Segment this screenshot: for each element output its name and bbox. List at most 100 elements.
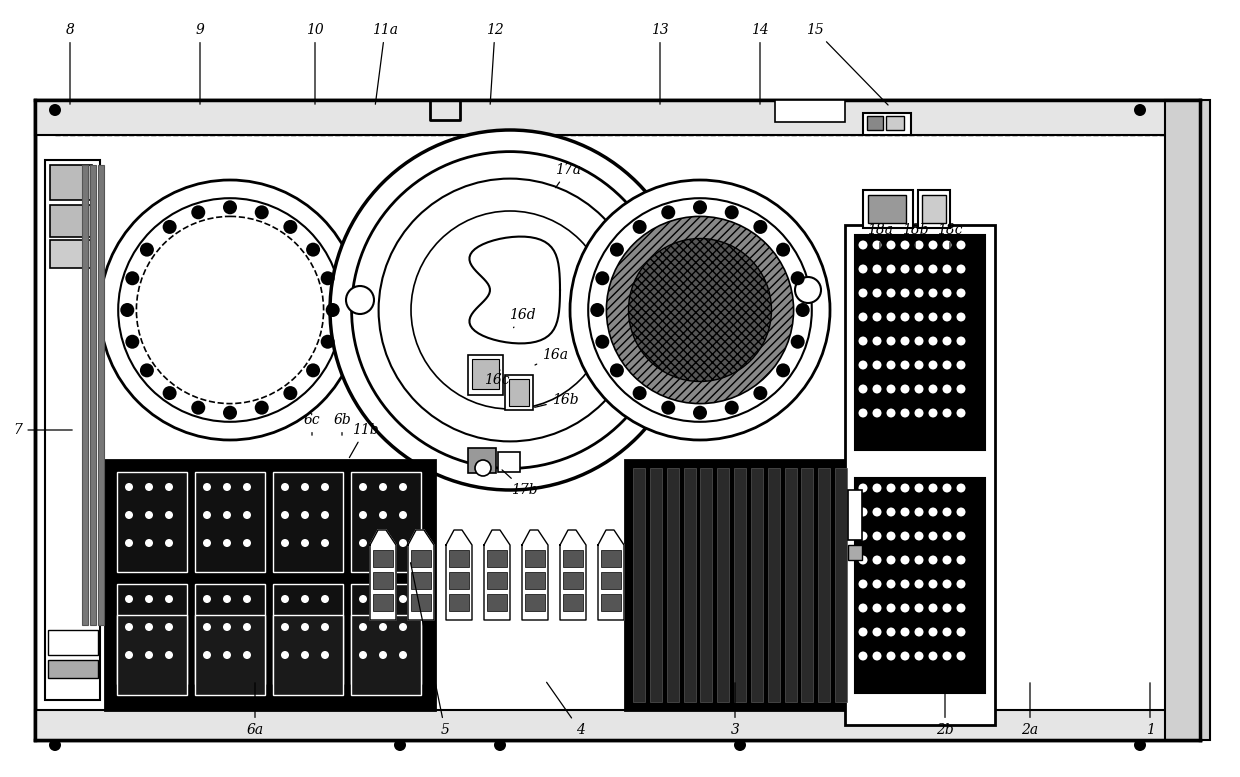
Circle shape [693,200,707,214]
Circle shape [125,483,133,491]
Circle shape [887,628,895,636]
Text: 9: 9 [196,23,205,104]
Circle shape [929,336,937,346]
Circle shape [956,651,966,660]
Circle shape [900,288,909,298]
Circle shape [915,241,924,249]
Circle shape [942,336,951,346]
Circle shape [321,623,329,631]
Circle shape [145,511,153,519]
Circle shape [900,312,909,322]
Circle shape [223,539,231,547]
Bar [117,615,187,695]
Circle shape [956,385,966,393]
Circle shape [900,507,909,517]
Circle shape [929,651,937,660]
Bar [856,235,985,450]
Text: 18a: 18a [867,223,893,253]
Circle shape [306,242,320,256]
Circle shape [900,531,909,541]
Bar [818,468,831,702]
Circle shape [145,483,153,491]
Circle shape [887,507,895,517]
Circle shape [284,386,298,400]
Circle shape [136,217,324,403]
Bar [701,468,713,702]
Circle shape [873,361,882,370]
Bar [785,468,796,702]
Circle shape [629,239,771,382]
Circle shape [100,180,360,440]
Circle shape [929,241,937,249]
Bar [91,165,95,625]
Circle shape [915,556,924,565]
Circle shape [858,241,868,249]
Bar [50,165,92,200]
Text: 6c: 6c [304,413,320,435]
Text: 10: 10 [306,23,324,104]
Circle shape [956,628,966,636]
Circle shape [956,264,966,274]
Circle shape [915,651,924,660]
Circle shape [900,604,909,612]
Circle shape [929,556,937,565]
Bar [35,710,1200,740]
Circle shape [873,507,882,517]
Circle shape [203,539,211,547]
Circle shape [915,604,924,612]
Circle shape [378,179,641,441]
Bar [410,594,432,611]
Circle shape [399,511,407,519]
Circle shape [887,361,895,370]
Circle shape [243,483,250,491]
Circle shape [791,271,805,285]
Circle shape [301,623,309,631]
Circle shape [900,361,909,370]
Circle shape [858,604,868,612]
Circle shape [858,556,868,565]
Text: 18c: 18c [937,223,962,253]
Bar [410,550,432,567]
Circle shape [929,361,937,370]
Text: 4: 4 [547,682,584,737]
Text: 11a: 11a [372,23,398,104]
Circle shape [379,511,387,519]
Circle shape [942,628,951,636]
Bar [105,460,435,710]
Circle shape [162,386,176,400]
Bar [887,116,904,130]
Bar [667,468,678,702]
Bar [525,550,546,567]
Circle shape [956,507,966,517]
Circle shape [360,483,367,491]
Circle shape [915,288,924,298]
Bar [505,375,533,410]
Circle shape [379,651,387,659]
Circle shape [125,511,133,519]
Circle shape [321,511,329,519]
Circle shape [125,271,139,285]
Circle shape [858,288,868,298]
Circle shape [301,483,309,491]
Circle shape [50,104,61,116]
Bar [273,472,343,572]
Circle shape [606,217,794,403]
Circle shape [321,335,335,349]
Circle shape [873,409,882,417]
Circle shape [610,242,624,256]
Circle shape [145,595,153,603]
Circle shape [203,595,211,603]
Bar [273,584,343,684]
Circle shape [887,604,895,612]
Circle shape [873,651,882,660]
Circle shape [162,220,176,234]
Bar [487,594,507,611]
Circle shape [281,483,289,491]
Bar [563,572,583,589]
Bar [923,195,946,223]
Circle shape [791,335,805,349]
Bar [50,205,92,237]
Text: 2a: 2a [1022,683,1039,737]
Circle shape [858,312,868,322]
Text: 14: 14 [751,23,769,104]
